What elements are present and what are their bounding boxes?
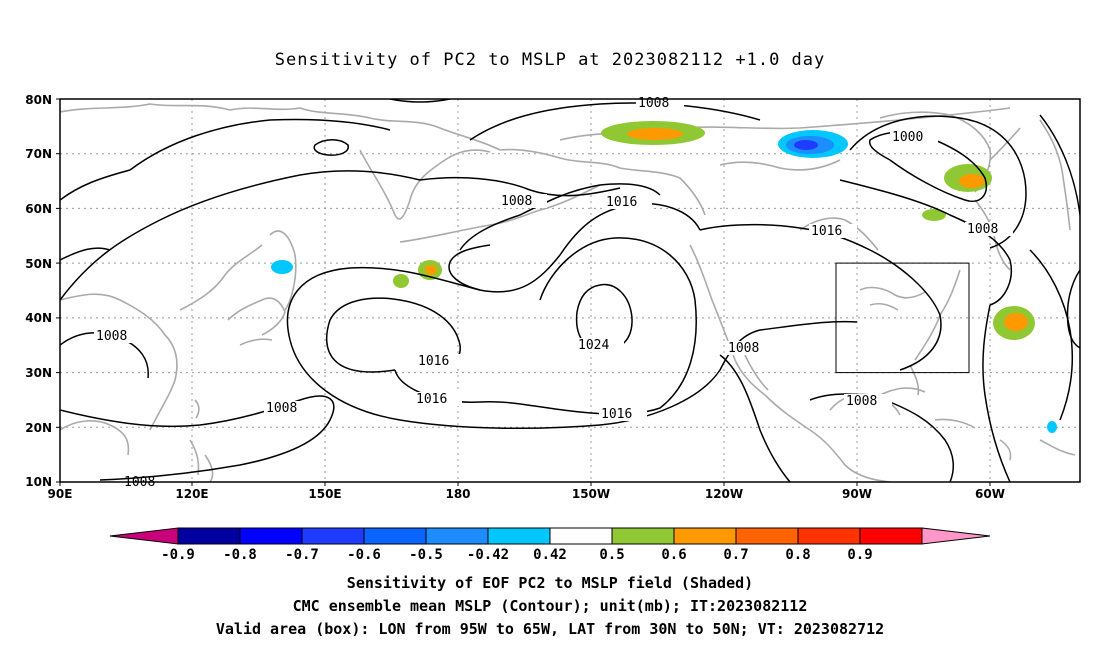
contour-label-1016-south2: 1016 (601, 407, 632, 422)
lat-label-40n: 40N (25, 311, 52, 325)
colorbar-tick-label: -0.6 (347, 547, 381, 563)
contour-label-1008-baja: 1008 (728, 341, 759, 356)
colorbar-tick-label: 0.9 (847, 547, 872, 563)
lon-label-120e: 120E (175, 487, 208, 501)
colorbar: -0.9 -0.8 -0.7 -0.6 -0.5 -0.42 0.42 0.5 0.6 0.7 0.… (109, 527, 991, 563)
map-title: Sensitivity of PC2 to MSLP at 2023082112… (274, 50, 826, 70)
colorbar-arrow-max (921, 527, 991, 545)
colorbar-tick-label: 0.6 (661, 547, 686, 563)
colorbar-swatch (549, 527, 613, 545)
contour-label-1008-east: 1008 (967, 222, 998, 237)
lat-label-20n: 20N (25, 421, 52, 435)
lon-label-60w: 60W (975, 487, 1005, 501)
colorbar-tick-label: 0.5 (599, 547, 624, 563)
lat-label-50n: 50N (25, 257, 52, 271)
colorbar-swatch (425, 527, 489, 545)
caption-line-2: CMC ensemble mean MSLP (Contour); unit(m… (292, 597, 808, 615)
colorbar-swatch (611, 527, 675, 545)
colorbar-swatch (859, 527, 923, 545)
caption-line-3: Valid area (box): LON from 95W to 65W, L… (215, 620, 885, 638)
contour-label-1008-west: 1008 (96, 329, 127, 344)
lon-label-150e: 150E (308, 487, 341, 501)
colorbar-swatch (673, 527, 737, 545)
colorbar-swatch (239, 527, 303, 545)
lat-label-30n: 30N (25, 366, 52, 380)
colorbar-swatch (177, 527, 241, 545)
contour-label-1016-center: 1016 (418, 354, 449, 369)
colorbar-tick-label: -0.7 (285, 547, 319, 563)
lat-label-80n: 80N (25, 93, 52, 107)
caption-line-1: Sensitivity of EOF PC2 to MSLP field (Sh… (346, 574, 754, 592)
lon-label-150w: 150W (572, 487, 610, 501)
lon-label-90w: 90W (842, 487, 872, 501)
colorbar-tick-label: -0.8 (223, 547, 257, 563)
lat-label-60n: 60N (25, 202, 52, 216)
contour-label-1000: 1000 (892, 130, 923, 145)
colorbar-swatch (363, 527, 427, 545)
colorbar-tick-label: 0.42 (533, 547, 567, 563)
contour-label-1008-npac: 1008 (501, 194, 532, 209)
latitude-labels: 80N 70N 60N 50N 40N 30N 20N 10N (25, 93, 52, 489)
contour-label-1016-alaska: 1016 (606, 195, 637, 210)
lon-label-120w: 120W (705, 487, 743, 501)
lat-label-10n: 10N (25, 475, 52, 489)
contour-label-1016-south: 1016 (416, 392, 447, 407)
sensitivity-shading (271, 121, 1057, 433)
contour-label-1008-mid: 1008 (266, 401, 297, 416)
colorbar-swatch (301, 527, 365, 545)
contour-labels: 1008 1000 1008 1016 1016 1008 1008 1016 … (94, 96, 1013, 490)
contour-label-1008-gulf: 1008 (846, 394, 877, 409)
lat-label-70n: 70N (25, 147, 52, 161)
contour-label-1016-canada: 1016 (811, 224, 842, 239)
sensitivity-map: 1008 1000 1008 1016 1016 1008 1008 1016 … (25, 93, 1081, 501)
lon-label-180: 180 (445, 487, 470, 501)
mslp-contours (60, 99, 1080, 482)
colorbar-tick-label: 0.7 (723, 547, 748, 563)
contour-label-1024: 1024 (578, 338, 609, 353)
longitude-labels: 90E 120E 150E 180 150W 120W 90W 60W (48, 487, 1005, 501)
colorbar-swatch (797, 527, 861, 545)
colorbar-tick-label: -0.5 (409, 547, 443, 563)
valid-area-box (835, 262, 970, 374)
map-frame (59, 98, 1081, 483)
colorbar-tick-label: 0.8 (785, 547, 810, 563)
colorbar-swatch (735, 527, 799, 545)
colorbar-swatch (487, 527, 551, 545)
colorbar-arrow-min (109, 527, 179, 545)
colorbar-tick-label: -0.42 (467, 547, 509, 563)
colorbar-tick-label: -0.9 (161, 547, 195, 563)
tick-marks (56, 98, 991, 486)
lon-label-90e: 90E (48, 487, 73, 501)
